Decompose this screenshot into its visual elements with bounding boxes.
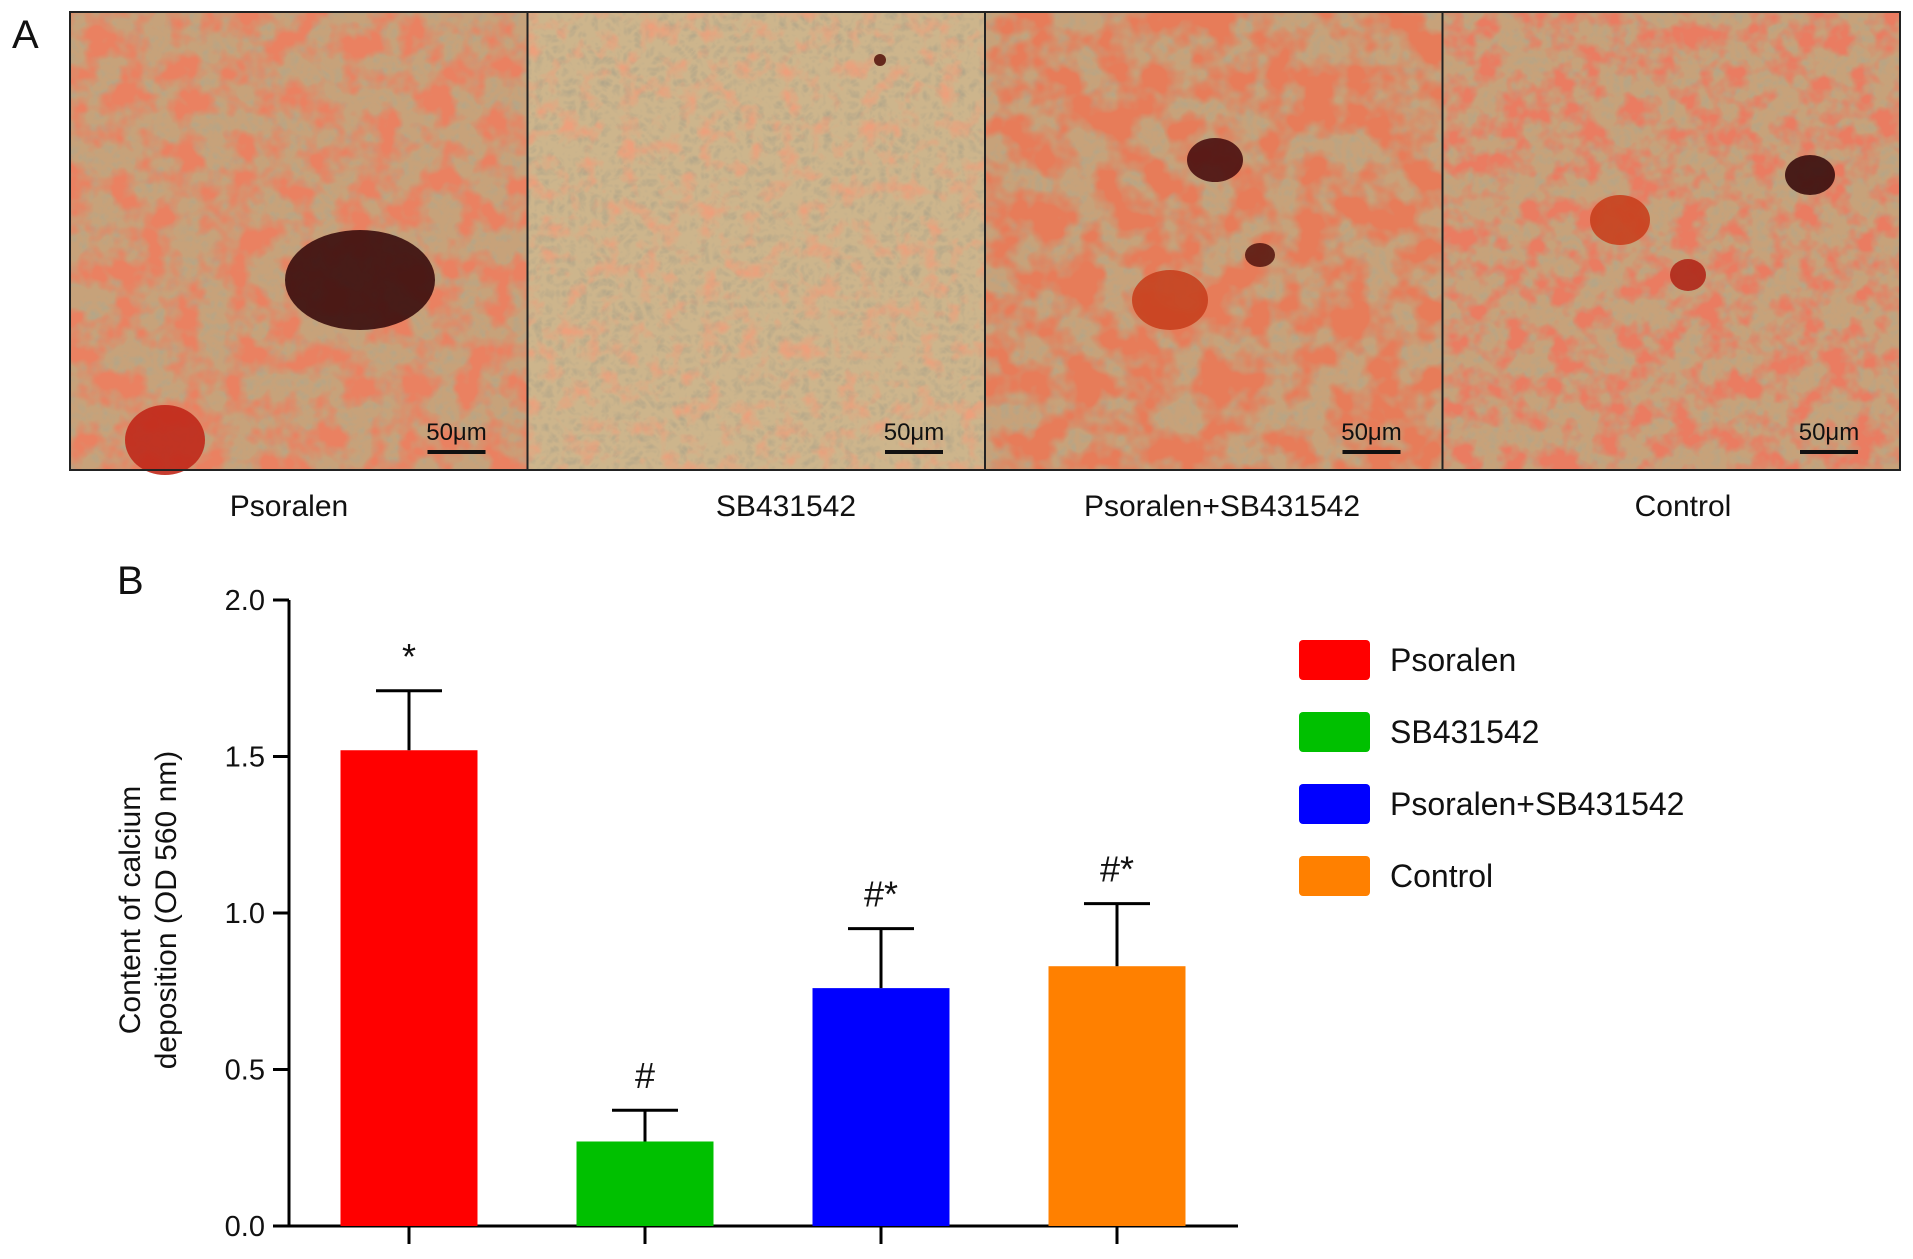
y-axis-label: Content of calcium: [114, 786, 147, 1034]
stain-nodule: [1785, 155, 1835, 195]
scale-bar-label: 50μm: [1799, 419, 1860, 446]
y-tick-label: 0.5: [225, 1055, 265, 1087]
legend-swatch: [1299, 640, 1370, 680]
stain-nodule: [1590, 195, 1650, 245]
panel-label: B: [117, 559, 144, 603]
micrograph: 50μm Psoralen+SB431542: [984, 11, 1444, 523]
micrograph-row: 50μm Psoralen 50μm SB431542 50μm Psoralen+SB4…: [69, 11, 1901, 523]
micrograph-stain: [1442, 12, 1900, 470]
legend-label: Control: [1390, 858, 1493, 894]
legend-swatch: [1299, 784, 1370, 824]
stain-nodule: [1187, 138, 1243, 182]
micrograph: 50μm SB431542: [526, 11, 986, 523]
significance-label: #*: [1100, 849, 1134, 890]
legend-swatch: [1299, 856, 1370, 896]
micrograph-caption: Psoralen+SB431542: [1084, 490, 1360, 523]
bar: [1048, 966, 1186, 1226]
micrograph-border: [1441, 11, 1901, 471]
bar: [340, 750, 478, 1226]
y-tick-label: 2.0: [225, 585, 265, 617]
stain-nodule: [874, 54, 886, 66]
legend-label: Psoralen+SB431542: [1390, 786, 1684, 822]
bar-chart: B 0.0 0.5 1.0 1.5 2.0 Content of calcium depos…: [114, 559, 1684, 1244]
legend-label: Psoralen: [1390, 642, 1516, 678]
scale-bar-label: 50μm: [884, 419, 945, 446]
legend-label: SB431542: [1390, 714, 1539, 750]
legend-swatch: [1299, 712, 1370, 752]
micrograph-caption: Psoralen: [230, 490, 348, 523]
bar: [812, 988, 950, 1226]
stain-nodule: [285, 230, 435, 330]
scale-bar-label: 50μm: [1341, 419, 1402, 446]
micrograph-caption: SB431542: [716, 490, 856, 523]
stain-nodule: [1670, 259, 1706, 291]
micrograph-stain: [70, 12, 528, 470]
panel-label: A: [12, 13, 39, 57]
stain-nodule: [125, 405, 205, 475]
micrograph-stain: [985, 12, 1443, 470]
significance-label: *: [402, 636, 416, 677]
y-axis-label: deposition (OD 560 nm): [150, 751, 183, 1070]
y-tick-label: 1.0: [225, 898, 265, 930]
significance-label: #: [635, 1055, 655, 1096]
stain-nodule: [1132, 270, 1208, 330]
scale-bar-label: 50μm: [426, 419, 487, 446]
micrograph-caption: Control: [1635, 490, 1732, 523]
micrograph: 50μm Control: [1441, 11, 1901, 523]
micrograph-stain: [527, 12, 985, 470]
bar: [576, 1141, 714, 1226]
y-tick-label: 0.0: [225, 1211, 265, 1243]
y-tick-label: 1.5: [225, 742, 265, 774]
micrograph: 50μm Psoralen: [69, 11, 529, 523]
stain-nodule: [1245, 243, 1275, 267]
significance-label: #*: [864, 874, 898, 915]
